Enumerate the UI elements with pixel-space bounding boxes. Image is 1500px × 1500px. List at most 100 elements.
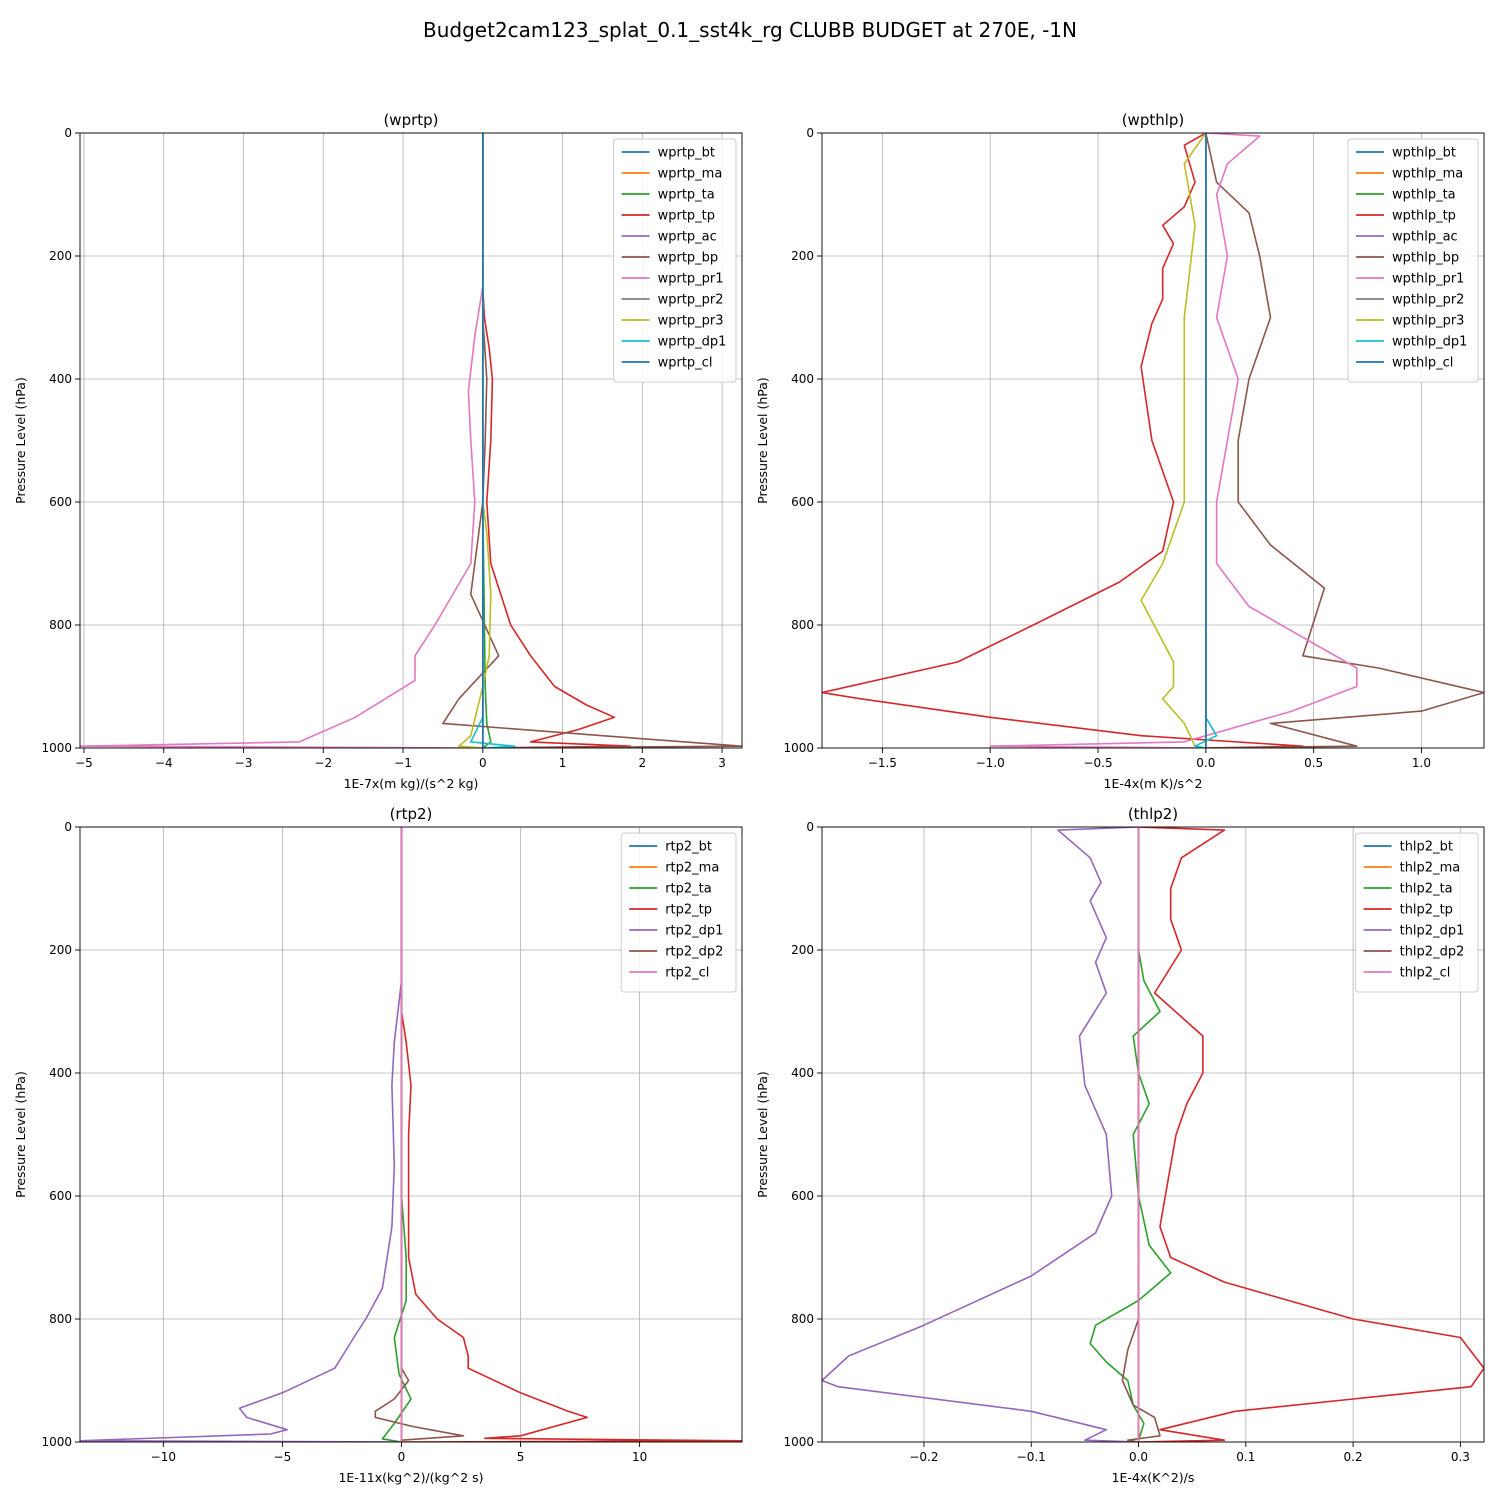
legend-entry: wpthlp_dp1 <box>1392 335 1467 350</box>
legend-entry: thlp2_dp2 <box>1400 945 1465 960</box>
axes-frame <box>79 826 743 1443</box>
y-axis-label: Pressure Level (hPa) <box>755 377 770 504</box>
x-tick-label: 5 <box>517 1450 525 1464</box>
x-axis-label: 1E-7x(m kg)/(s^2 kg) <box>344 776 479 791</box>
legend-entry: thlp2_dp1 <box>1400 924 1465 939</box>
y-tick-label: 1000 <box>41 741 72 755</box>
series-wpthlp_pr3 <box>1140 133 1207 748</box>
figure-title: Budget2cam123_splat_0.1_sst4k_rg CLUBB B… <box>423 18 1077 42</box>
panel-2: −10 −5 0 5 10 0 200 400 600 800 1000 (rtp2) 1E-11x(k… <box>13 805 743 1485</box>
legend: thlp2_bt thlp2_ma thlp2_ta thlp2_tp thlp2_dp… <box>1355 832 1479 993</box>
panel-3: −0.2 −0.1 0.0 0.1 0.2 0.3 0 200 400 600 800 1000 (th… <box>755 805 1485 1485</box>
y-tick-label: 600 <box>49 1189 72 1203</box>
y-tick-label: 0 <box>64 820 72 834</box>
x-tick-label: −4 <box>155 756 173 770</box>
panel-1: −1.5 −1.0 −0.5 0.0 0.5 1.0 0 200 400 600 800 1000 (w… <box>755 111 1485 791</box>
series-wprtp_pr1 <box>80 133 484 748</box>
series-wprtp_bp <box>442 133 742 748</box>
legend-entry: rtp2_ta <box>665 882 712 897</box>
x-tick-label: 0.1 <box>1236 1450 1255 1464</box>
y-tick-label: 400 <box>49 1066 72 1080</box>
series-wprtp_pr3 <box>458 133 492 748</box>
series-thlp2_dp2 <box>1121 827 1161 1442</box>
x-tick-label: 0.0 <box>1196 756 1215 770</box>
legend-entry: wprtp_cl <box>658 356 713 371</box>
panel-title: (wpthlp) <box>1122 111 1185 129</box>
legend-entry: wpthlp_pr3 <box>1392 314 1464 329</box>
y-tick-label: 200 <box>791 249 814 263</box>
series-thlp2_tp <box>1138 827 1484 1442</box>
panel-title: (wprtp) <box>383 111 438 129</box>
legend-entry: thlp2_cl <box>1400 966 1451 981</box>
legend-entry: rtp2_dp2 <box>665 945 723 960</box>
x-tick-label: 10 <box>632 1450 647 1464</box>
x-tick-label: 0.2 <box>1344 1450 1363 1464</box>
y-tick-label: 200 <box>49 943 72 957</box>
x-tick-label: −10 <box>151 1450 176 1464</box>
y-tick-label: 1000 <box>41 1435 72 1449</box>
x-tick-label: −1 <box>394 756 412 770</box>
legend: rtp2_bt rtp2_ma rtp2_ta rtp2_tp rtp2_dp1 rtp2… <box>620 832 737 993</box>
legend-entry: wpthlp_ma <box>1392 167 1463 182</box>
series-wprtp_tp <box>481 133 632 748</box>
panel-title: (thlp2) <box>1128 805 1178 823</box>
series-thlp2_dp1 <box>822 827 1139 1442</box>
series-wpthlp_bp <box>1205 133 1484 748</box>
y-tick-label: 200 <box>791 943 814 957</box>
y-tick-label: 200 <box>49 249 72 263</box>
y-tick-label: 800 <box>49 618 72 632</box>
legend-entry: wprtp_ac <box>658 230 717 245</box>
y-tick-label: 800 <box>49 1312 72 1326</box>
legend-entry: wprtp_tp <box>658 209 715 224</box>
series-rtp2_tp <box>400 827 742 1442</box>
series-thlp2_ta <box>1089 827 1172 1442</box>
legend-entry: rtp2_dp1 <box>665 924 723 939</box>
legend-entry: wpthlp_bp <box>1392 251 1459 266</box>
legend-entry: wprtp_bt <box>658 146 715 161</box>
legend-entry: wprtp_dp1 <box>658 335 727 350</box>
legend-entry: wpthlp_pr2 <box>1392 293 1464 308</box>
x-tick-label: −1.5 <box>868 756 897 770</box>
x-tick-label: −5 <box>75 756 93 770</box>
legend-entry: wpthlp_ta <box>1392 188 1456 203</box>
y-tick-label: 0 <box>64 126 72 140</box>
legend-entry: wprtp_pr1 <box>658 272 724 287</box>
x-tick-label: 0 <box>398 1450 406 1464</box>
y-tick-label: 600 <box>791 495 814 509</box>
legend-entry: rtp2_cl <box>665 966 709 981</box>
legend: wpthlp_bt wpthlp_ma wpthlp_ta wpthlp_tpwpth… <box>1347 138 1479 383</box>
legend-entry: wprtp_ta <box>658 188 715 203</box>
legend: wprtp_bt wprtp_ma wprtp_ta wprtp_tp wprtp_ac… <box>613 138 737 383</box>
x-tick-label: 0 <box>479 756 487 770</box>
y-tick-label: 1000 <box>783 1435 814 1449</box>
x-tick-label: 1.0 <box>1412 756 1431 770</box>
legend-entry: wpthlp_pr1 <box>1392 272 1464 287</box>
legend-entry: wpthlp_ac <box>1392 230 1458 245</box>
panel-title: (rtp2) <box>390 805 433 823</box>
legend-entry: wpthlp_tp <box>1392 209 1456 224</box>
x-tick-label: −2 <box>314 756 332 770</box>
y-tick-label: 400 <box>49 372 72 386</box>
series-wpthlp_tp <box>822 133 1304 748</box>
y-tick-label: 0 <box>806 126 814 140</box>
axes-frame <box>79 132 743 749</box>
x-tick-label: 0.0 <box>1129 1450 1148 1464</box>
y-tick-label: 400 <box>791 1066 814 1080</box>
x-tick-label: 1 <box>559 756 567 770</box>
x-tick-label: 2 <box>638 756 646 770</box>
x-tick-label: −5 <box>274 1450 292 1464</box>
series-rtp2_dp2 <box>374 827 465 1442</box>
y-axis-label: Pressure Level (hPa) <box>13 1071 28 1198</box>
x-tick-label: −0.2 <box>909 1450 938 1464</box>
axes-frame <box>821 826 1485 1443</box>
y-axis-label: Pressure Level (hPa) <box>755 1071 770 1198</box>
y-tick-label: 800 <box>791 618 814 632</box>
x-axis-label: 1E-4x(K^2)/s <box>1112 1470 1195 1485</box>
legend-entry: wpthlp_bt <box>1392 146 1456 161</box>
axes-frame <box>821 132 1485 749</box>
x-axis-label: 1E-11x(kg^2)/(kg^2 s) <box>338 1470 483 1485</box>
x-axis-label: 1E-4x(m K)/s^2 <box>1104 776 1203 791</box>
y-tick-label: 600 <box>791 1189 814 1203</box>
y-tick-label: 1000 <box>783 741 814 755</box>
